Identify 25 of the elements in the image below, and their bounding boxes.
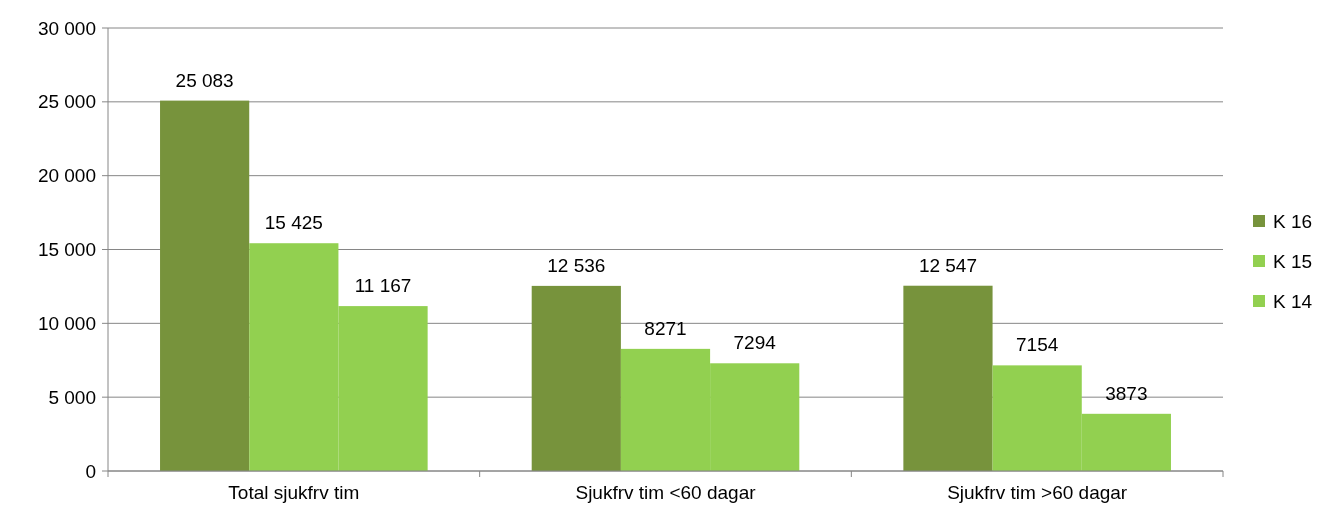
y-tick-label: 0: [85, 460, 96, 482]
data-label: 7294: [733, 332, 777, 354]
legend-label: K 16: [1273, 210, 1313, 232]
data-label: 12 536: [547, 254, 606, 276]
y-tick-label: 5 000: [48, 386, 96, 408]
data-label: 8271: [644, 317, 687, 339]
data-label: 15 425: [264, 212, 323, 234]
data-label: 12 547: [918, 254, 978, 276]
y-tick-label: 15 000: [37, 239, 96, 261]
y-tick-label: 20 000: [37, 165, 96, 187]
y-tick-label: 30 000: [37, 17, 96, 39]
y-tick-label: 25 000: [37, 91, 96, 113]
bar: [531, 285, 621, 471]
bar: [903, 285, 993, 471]
x-tick-label: Sjukfrv tim <60 dagar: [575, 482, 757, 503]
data-label: 11 167: [354, 275, 412, 297]
y-tick-label: 10 000: [37, 312, 96, 334]
x-tick-label: Total sjukfrv tim: [228, 482, 360, 503]
x-tick-label: Sjukfrv tim >60 dagar: [947, 482, 1128, 503]
data-label: 25 083: [175, 69, 234, 91]
bar: [160, 100, 250, 471]
data-label: 3873: [1105, 382, 1148, 404]
legend-label: K 14: [1273, 290, 1313, 312]
data-label: 7154: [1016, 334, 1059, 356]
legend-label: K 15: [1273, 250, 1313, 272]
